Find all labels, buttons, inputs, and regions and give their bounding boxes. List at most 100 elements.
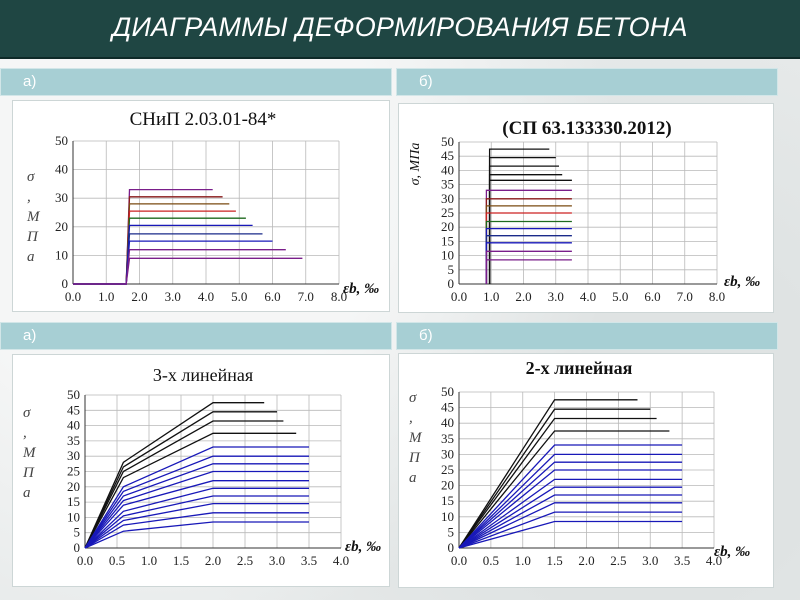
series-line-6 [458,453,683,549]
y-tick-label: 30 [67,448,80,463]
chart-grid [72,140,340,285]
series-line-2 [488,156,556,284]
x-tick-label: 3.0 [642,553,658,568]
y-tick-label: 20 [441,478,454,493]
page-title: ДИАГРАММЫ ДЕФОРМИРОВАНИЯ БЕТОНА [112,12,688,42]
x-tick-label: 3.0 [548,289,564,304]
x-tick-label: 3.5 [301,553,317,568]
series-line-12 [84,502,309,549]
x-tick-label: 0.0 [77,553,93,568]
series-line-3 [84,420,284,549]
y-tick-label: 40 [441,415,454,430]
x-axis-label: εb, ‰ [343,281,379,297]
chart-axes [84,395,341,549]
x-tick-label: 2.0 [131,289,147,304]
chart-panel-bilinear: 2-х линейная 0.0 0.5 1.0 1.5 2.0 2.5 3.0 3.5 4.0 0… [398,353,774,588]
chart-snip: СНиП 2.03.01-84* 0.0 1.0 2.0 3.0 4.0 5.0 6.0 7.0… [26,109,379,304]
y-tick-label: 35 [441,431,454,446]
y-tick-label: 45 [441,400,454,415]
y-tick-label: 0 [74,540,81,555]
series-line-10 [84,487,309,549]
label-row2-left: а) [23,327,37,344]
series-line-10 [458,486,683,549]
x-tick-label: 3.0 [165,289,181,304]
chart-panel-snip: СНиП 2.03.01-84* 0.0 1.0 2.0 3.0 4.0 5.0 6.0 7.0… [12,100,390,312]
chart-sp: (СП 63.133330.2012) 0.0 1.0 2.0 3.0 4.0 5.0 6.0… [408,118,760,304]
y-tick-label: 50 [55,133,68,148]
x-tick-label: 4.0 [198,289,214,304]
series-line-3 [458,417,657,549]
y-tick-label: 10 [67,509,80,524]
series-line-2 [73,196,223,285]
series-line-6 [84,455,309,549]
x-tick-label: 2.0 [578,553,594,568]
series-line-11 [84,495,309,549]
series-line-14 [485,250,572,284]
y-tick-label: 25 [441,205,454,220]
y-tick-label: 10 [441,509,454,524]
y-tick-label: 5 [74,525,81,540]
label-row1-right: б) [419,73,433,90]
y-tick-label: 45 [67,402,80,417]
series-line-14 [458,520,683,549]
series-line-9 [458,478,683,549]
y-tick-label: 30 [55,190,68,205]
title-bar: ДИАГРАММЫ ДЕФОРМИРОВАНИЯ БЕТОНА [0,0,800,59]
y-tick-label: 35 [67,433,80,448]
series-line-8 [84,470,309,549]
x-axis-label: εb, ‰ [345,539,381,555]
series-line-8 [458,469,683,549]
series-line-7 [458,461,683,549]
x-tick-label: 2.0 [515,289,531,304]
y-tick-label: 50 [441,384,454,399]
series-line-12 [458,502,683,549]
x-tick-label: 8.0 [709,289,725,304]
chart-panel-sp: (СП 63.133330.2012) 0.0 1.0 2.0 3.0 4.0 5.0 6.0… [398,103,774,313]
series-line-8 [485,205,572,284]
y-tick-label: 30 [441,191,454,206]
series-line-4 [73,210,236,285]
y-tick-label: 10 [55,247,68,262]
x-tick-label: 1.5 [173,553,189,568]
y-tick-label: 50 [67,387,80,402]
x-tick-label: 1.0 [483,289,499,304]
series-line-14 [84,521,309,549]
y-axis-label: σ, МПа [408,143,423,186]
y-tick-label: 20 [67,479,80,494]
y-tick-label: 10 [441,248,454,263]
x-tick-label: 3.0 [269,553,285,568]
x-axis-label: εb, ‰ [724,274,760,290]
x-tick-label: 1.5 [547,553,563,568]
y-tick-label: 40 [55,162,68,177]
label-row2-right: б) [419,327,433,344]
x-tick-label: 1.0 [98,289,114,304]
x-tick-label: 0.0 [65,289,81,304]
series-line-7 [84,463,309,549]
x-tick-label: 5.0 [612,289,628,304]
y-tick-label: 0 [448,540,455,555]
series-line-13 [485,242,572,284]
label-bar-row1-left: а) [0,68,392,96]
label-bar-row2-left: а) [0,322,392,350]
series-line-1 [458,399,638,549]
label-bar-row1-right: б) [396,68,778,96]
x-tick-label: 2.5 [237,553,253,568]
chart-title: (СП 63.133330.2012) [502,118,671,139]
x-tick-label: 1.0 [141,553,157,568]
y-tick-label: 20 [441,219,454,234]
series-line-9 [485,212,572,284]
chart-bilinear: 2-х линейная 0.0 0.5 1.0 1.5 2.0 2.5 3.0 3.5 4.0 0… [408,358,750,568]
y-tick-label: 0 [62,276,69,291]
y-tick-label: 15 [441,233,454,248]
x-tick-label: 0.0 [451,289,467,304]
x-tick-label: 1.0 [515,553,531,568]
series-line-11 [458,494,683,549]
y-tick-label: 30 [441,446,454,461]
series-line-4 [84,432,297,549]
x-tick-label: 0.5 [483,553,499,568]
series-line-2 [458,408,651,549]
y-tick-label: 35 [441,177,454,192]
